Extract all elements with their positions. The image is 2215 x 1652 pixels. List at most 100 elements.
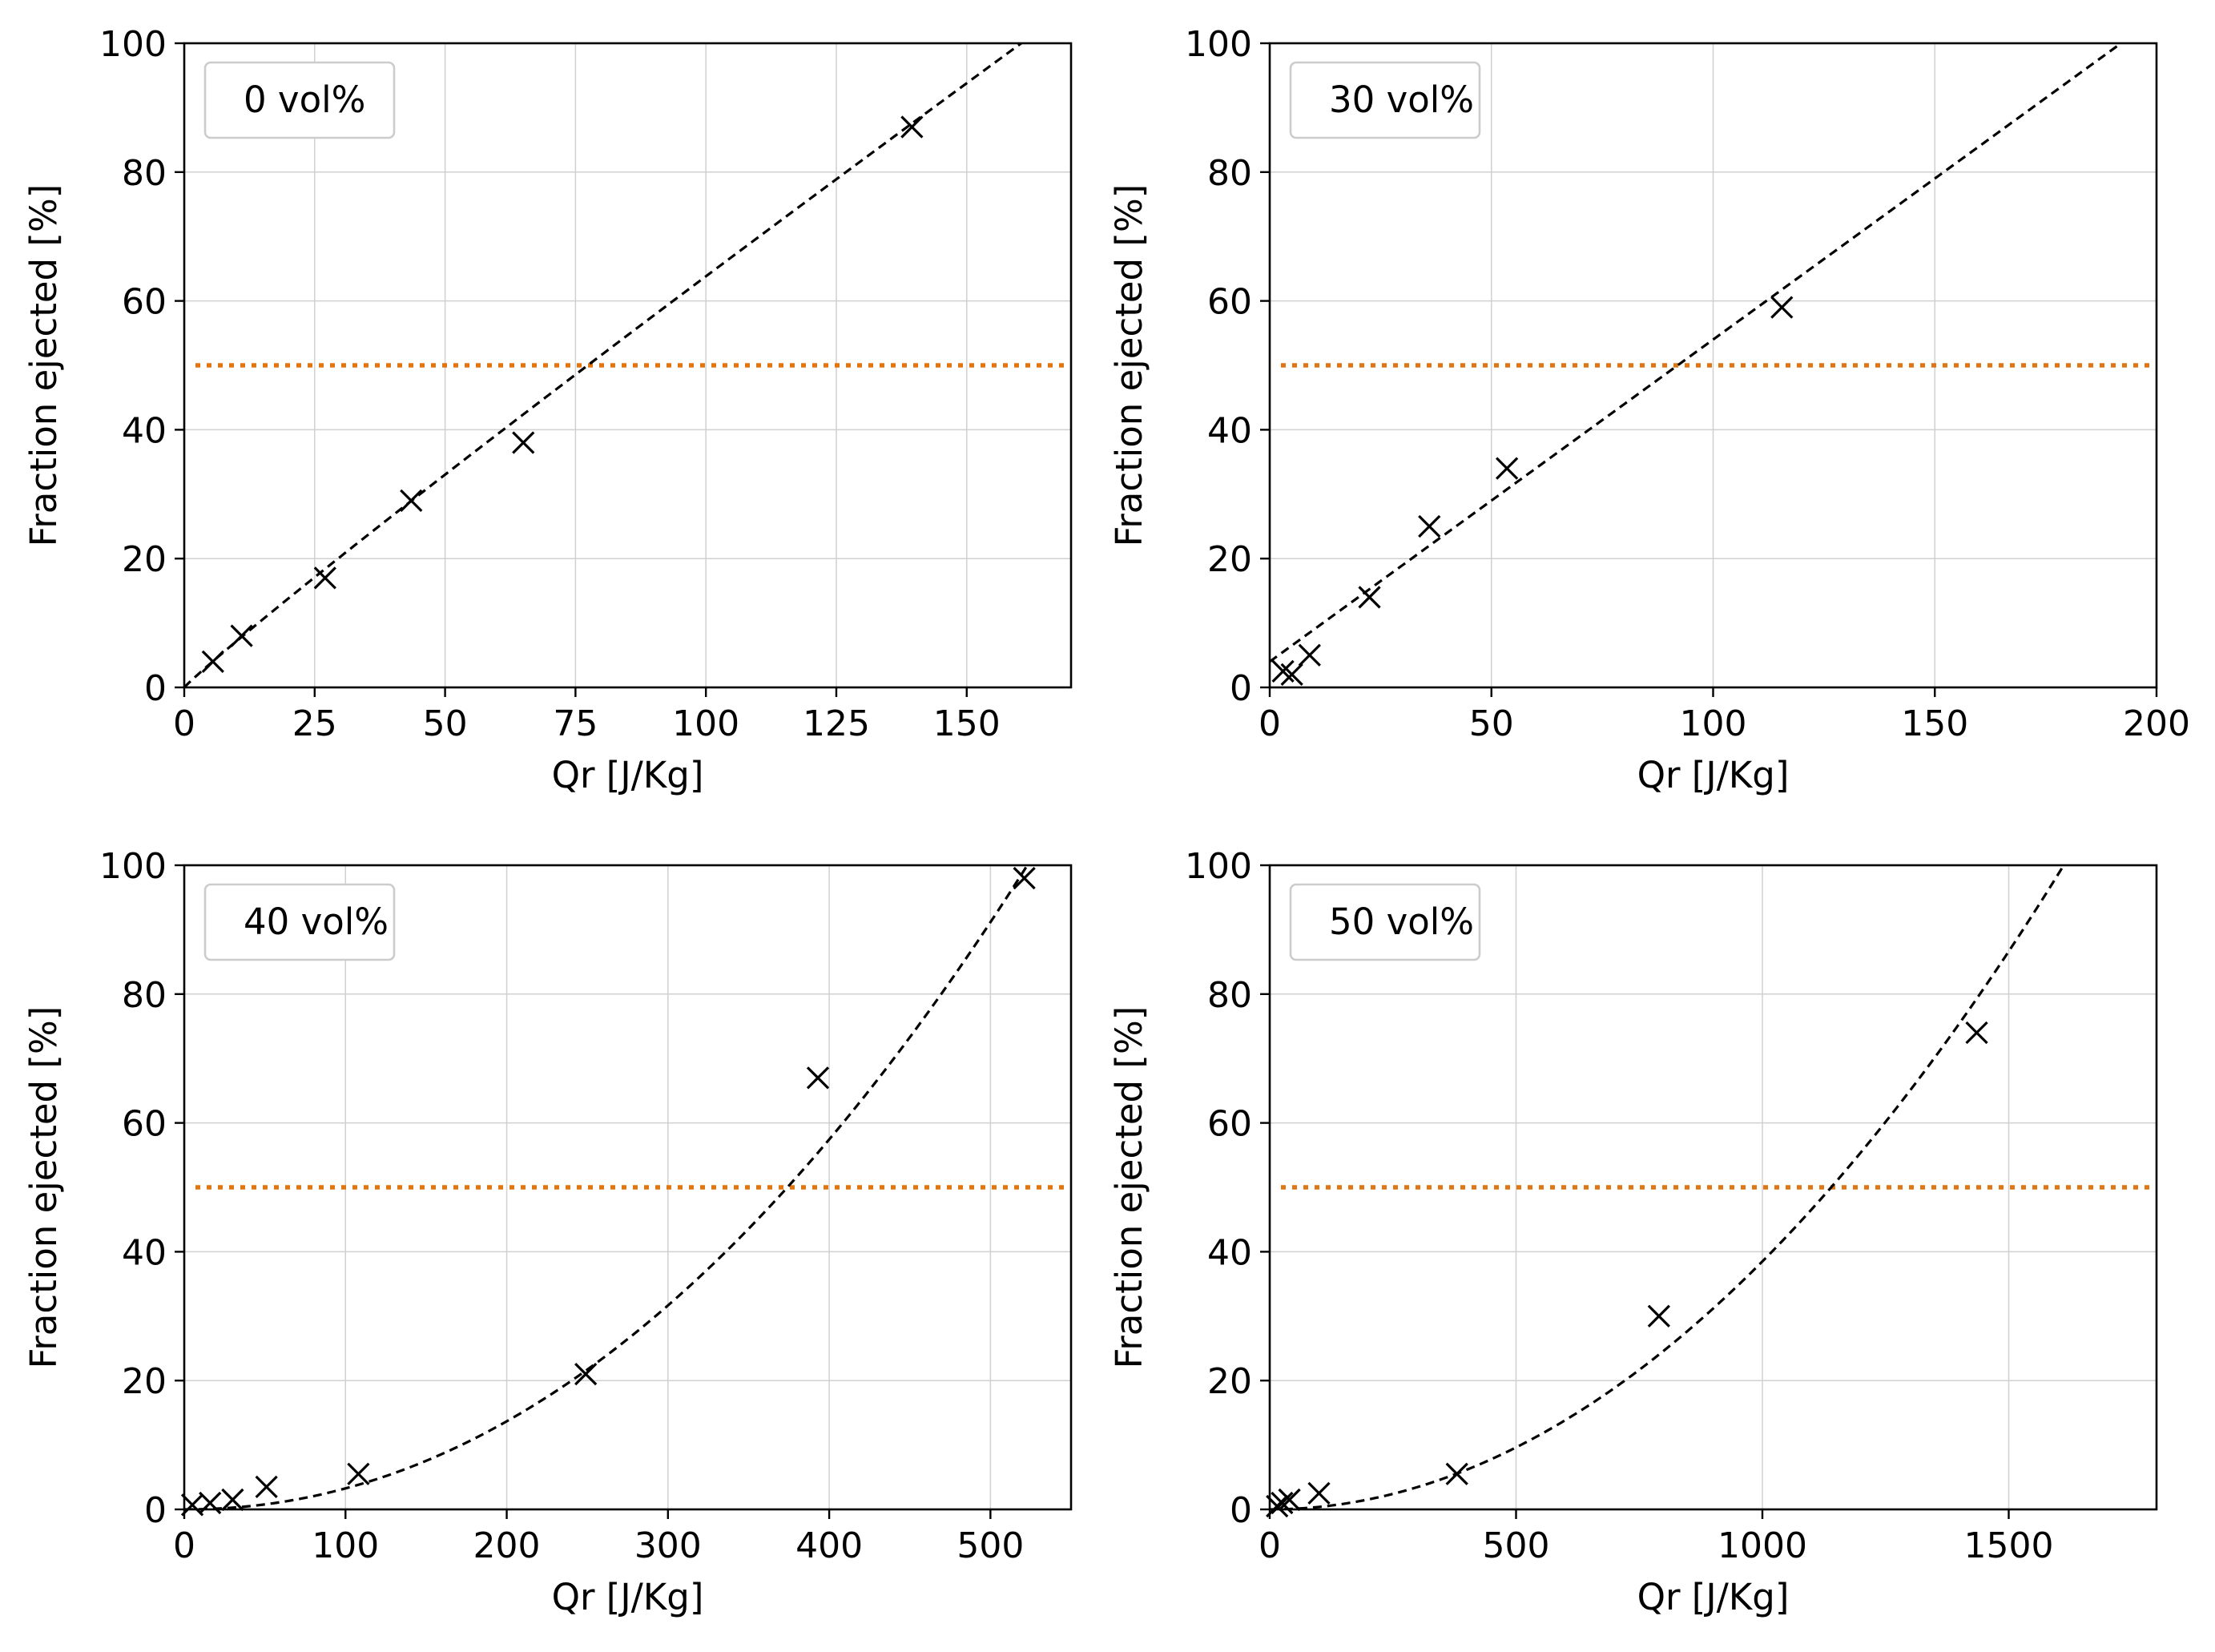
data-point-stroke bbox=[180, 1493, 204, 1517]
x-tick-label: 300 bbox=[634, 1525, 702, 1566]
data-point bbox=[1358, 586, 1381, 609]
data-point-stroke bbox=[574, 1363, 598, 1386]
data-point bbox=[1770, 296, 1794, 319]
y-tick-label: 20 bbox=[1207, 539, 1252, 580]
x-tick-label: 150 bbox=[933, 703, 1001, 744]
x-tick-label: 50 bbox=[1469, 703, 1514, 744]
data-point bbox=[221, 1488, 244, 1512]
x-axis-label: Qr [J/Kg] bbox=[1637, 754, 1790, 796]
data-point bbox=[1298, 643, 1321, 667]
y-axis-label: Fraction ejected [%] bbox=[22, 1006, 65, 1369]
x-tick-label: 1000 bbox=[1718, 1525, 1807, 1566]
x-axis: 0 50 100 150 200 bbox=[1259, 687, 2190, 744]
data-point bbox=[255, 1475, 278, 1498]
data-point bbox=[180, 1493, 204, 1517]
legend: 0 vol% bbox=[203, 61, 396, 139]
y-axis: 0 20 40 60 80 100 bbox=[99, 846, 184, 1531]
y-axis-label: Fraction ejected [%] bbox=[1108, 1006, 1150, 1369]
data-point bbox=[347, 1462, 370, 1485]
legend-box bbox=[1289, 61, 1481, 139]
x-tick-label: 0 bbox=[173, 1525, 195, 1566]
data-point bbox=[1307, 1481, 1331, 1505]
y-tick-label: 20 bbox=[122, 1361, 167, 1402]
data-point-stroke bbox=[1271, 659, 1295, 683]
data-point-stroke bbox=[1298, 643, 1321, 667]
data-point-stroke bbox=[1013, 866, 1036, 890]
axes-frame bbox=[183, 864, 1073, 1511]
legend-box bbox=[203, 61, 396, 139]
data-point-stroke bbox=[1445, 1462, 1468, 1485]
y-axis: 0 20 40 60 80 100 bbox=[1185, 846, 1270, 1531]
data-point bbox=[201, 650, 224, 673]
y-tick-label: 0 bbox=[144, 668, 167, 709]
legend-label: 50 vol% bbox=[1329, 901, 1474, 943]
y-tick-label: 60 bbox=[122, 282, 167, 323]
data-point-stroke bbox=[1358, 586, 1381, 609]
data-point bbox=[574, 1363, 598, 1386]
x-tick-label: 0 bbox=[1259, 1525, 1281, 1566]
fit-line bbox=[184, 43, 1024, 687]
x-tick-label: 500 bbox=[1483, 1525, 1550, 1566]
x-tick-label: 200 bbox=[2123, 703, 2190, 744]
y-axis: 0 20 40 60 80 100 bbox=[1185, 24, 1270, 709]
legend-box bbox=[203, 883, 396, 961]
data-point bbox=[230, 624, 253, 647]
y-tick-label: 0 bbox=[1230, 1490, 1252, 1531]
panel-4: 0 500 1000 1500 0 20 40 60 80 100 Qr [J/Kg] Fractio… bbox=[1108, 846, 2158, 1618]
y-tick-label: 80 bbox=[1207, 153, 1252, 194]
x-tick-label: 500 bbox=[956, 1525, 1024, 1566]
data-point bbox=[1418, 514, 1441, 538]
data-point-stroke bbox=[1770, 296, 1794, 319]
y-tick-label: 60 bbox=[122, 1104, 167, 1145]
x-tick-label: 100 bbox=[312, 1525, 379, 1566]
x-tick-label: 125 bbox=[803, 703, 870, 744]
data-point bbox=[313, 566, 336, 590]
y-axis-label: Fraction ejected [%] bbox=[1108, 184, 1150, 547]
legend-label: 40 vol% bbox=[244, 901, 389, 943]
y-tick-label: 80 bbox=[122, 153, 167, 194]
x-tick-label: 0 bbox=[173, 703, 195, 744]
data-point bbox=[1280, 663, 1303, 687]
x-tick-label: 75 bbox=[553, 703, 598, 744]
data-point-stroke bbox=[1965, 1021, 1988, 1045]
x-tick-label: 50 bbox=[423, 703, 468, 744]
data-points bbox=[180, 866, 1036, 1517]
panel-1: 0 25 50 75 100 125 150 0 20 40 60 80 100 Qr [J/Kg] Fra… bbox=[22, 24, 1073, 796]
y-tick-label: 0 bbox=[144, 1490, 167, 1531]
data-points bbox=[201, 115, 924, 673]
data-points bbox=[1271, 296, 1794, 687]
data-point bbox=[900, 115, 924, 139]
x-tick-label: 0 bbox=[1259, 703, 1281, 744]
y-tick-label: 40 bbox=[1207, 410, 1252, 451]
y-tick-label: 40 bbox=[122, 410, 167, 451]
x-axis-label: Qr [J/Kg] bbox=[552, 1576, 704, 1618]
y-axis-label: Fraction ejected [%] bbox=[22, 184, 65, 547]
y-tick-label: 20 bbox=[1207, 1361, 1252, 1402]
legend-label: 0 vol% bbox=[244, 79, 365, 121]
y-tick-label: 60 bbox=[1207, 282, 1252, 323]
data-point-stroke bbox=[1418, 514, 1441, 538]
fit-line bbox=[1270, 43, 2124, 663]
data-point-stroke bbox=[221, 1488, 244, 1512]
y-tick-label: 40 bbox=[122, 1232, 167, 1273]
data-point-stroke bbox=[313, 566, 336, 590]
y-tick-label: 100 bbox=[99, 24, 167, 65]
data-point bbox=[1445, 1462, 1468, 1485]
data-point bbox=[806, 1066, 830, 1090]
x-tick-label: 1500 bbox=[1964, 1525, 2054, 1566]
y-tick-label: 20 bbox=[122, 539, 167, 580]
x-tick-label: 100 bbox=[1680, 703, 1747, 744]
data-point-stroke bbox=[230, 624, 253, 647]
data-point-stroke bbox=[1280, 663, 1303, 687]
data-point bbox=[512, 431, 535, 454]
data-point-stroke bbox=[1495, 457, 1519, 480]
y-tick-label: 60 bbox=[1207, 1104, 1252, 1145]
data-point-stroke bbox=[347, 1462, 370, 1485]
legend: 50 vol% bbox=[1289, 883, 1481, 961]
data-point-stroke bbox=[255, 1475, 278, 1498]
data-point-stroke bbox=[1647, 1304, 1670, 1328]
data-point-stroke bbox=[1307, 1481, 1331, 1505]
data-point bbox=[1647, 1304, 1670, 1328]
